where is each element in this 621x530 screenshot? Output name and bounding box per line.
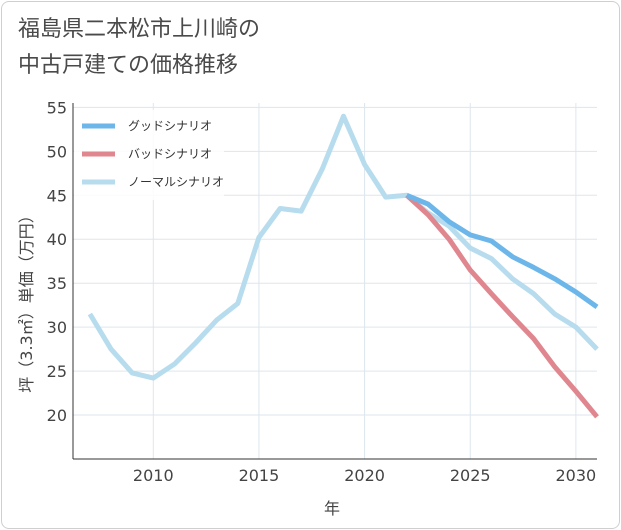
x-tick-label: 2025 <box>450 466 491 485</box>
x-tick-label: 2020 <box>344 466 385 485</box>
x-tick-label: 2015 <box>239 466 280 485</box>
series-line-2 <box>87 113 599 381</box>
x-tick-label: 2010 <box>133 466 174 485</box>
y-axis-label: 坪（3.3㎡）単価（万円） <box>17 207 36 392</box>
y-tick-label: 30 <box>47 318 67 337</box>
legend-label: バッドシナリオ <box>128 147 212 161</box>
y-tick-label: 25 <box>47 362 67 381</box>
title-line-1: 福島県二本松市上川崎の <box>18 17 261 42</box>
legend-label: グッドシナリオ <box>128 119 212 133</box>
legend-label: ノーマルシナリオ <box>128 175 224 189</box>
y-tick-label: 35 <box>47 274 67 293</box>
y-tick-label: 40 <box>47 230 67 249</box>
grid-lines <box>72 103 597 460</box>
series-line-0 <box>405 192 599 309</box>
chart-title: 福島県二本松市上川崎の 中古戸建ての価格推移 <box>18 12 418 84</box>
x-axis-label: 年 <box>324 499 340 518</box>
y-tick-label: 45 <box>47 186 67 205</box>
series-layer <box>87 113 599 419</box>
y-tick-label: 20 <box>47 406 67 425</box>
series-line-1 <box>405 193 599 419</box>
y-tick-label: 50 <box>47 142 67 161</box>
title-line-2: 中古戸建ての価格推移 <box>18 53 239 78</box>
x-tick-label: 2030 <box>556 466 597 485</box>
y-tick-label: 55 <box>47 98 67 117</box>
